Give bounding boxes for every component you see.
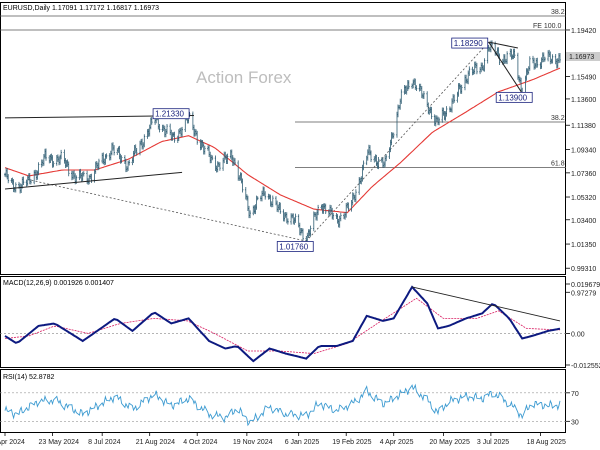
fib-level-label: 38.2	[551, 9, 565, 16]
rsi-y-tick-label: 30	[571, 419, 579, 426]
macd-main-line	[4, 285, 561, 363]
last-price-label: 1.16973	[569, 54, 594, 61]
rsi-y-tick-label: 70	[571, 391, 579, 398]
fib-level-label: 61.8	[551, 161, 565, 168]
price-label-box	[276, 241, 314, 252]
price-y-tick-label: 1.05320	[571, 195, 596, 202]
ema-series-line	[4, 67, 561, 214]
macd-panel	[0, 276, 566, 368]
trendline	[488, 41, 518, 49]
price-y-tick-label: 0.99310	[571, 266, 596, 273]
price-y-tick-label: 0.97279	[571, 290, 596, 297]
rsi-panel	[0, 369, 566, 433]
chart-title: EURUSD,Daily 1.17091 1.17172 1.16817 1.1…	[3, 5, 159, 12]
price-panel	[0, 2, 566, 275]
macd-y-tick-label: -0.012552	[571, 363, 600, 370]
price-y-tick-label: 1.09340	[571, 147, 596, 154]
price-label-box	[451, 37, 489, 49]
x-tick-label: 6 Jan 2025	[285, 439, 320, 446]
x-tick-label: 8 Jul 2024	[88, 439, 120, 446]
price-label-text: 1.21330	[155, 110, 184, 119]
price-y-tick-label: 1.15490	[571, 75, 596, 82]
macd-divergence-line	[411, 286, 561, 322]
trendline	[4, 171, 183, 190]
x-tick-label: 4 Apr 2025	[380, 439, 414, 446]
price-y-tick-label: 1.01350	[571, 242, 596, 249]
price-label-box	[495, 91, 533, 103]
price-y-tick-label: 1.03400	[571, 218, 596, 225]
x-tick-label: 18 Aug 2025	[527, 439, 566, 446]
x-tick-label: 9 Apr 2024	[0, 439, 25, 446]
macd-y-tick-label: 0.00	[571, 331, 585, 338]
trendline	[488, 41, 525, 97]
price-y-tick-label: 1.13600	[571, 97, 596, 104]
fib-level-label: FE 100.0	[533, 23, 562, 30]
dashed-trendline	[305, 41, 490, 242]
x-tick-label: 19 Nov 2024	[233, 439, 273, 446]
watermark: Action Forex	[196, 68, 292, 87]
last-price-bg	[566, 52, 600, 61]
price-label-text: 1.13900	[498, 93, 527, 102]
price-y-tick-label: 1.11380	[571, 123, 596, 130]
x-tick-label: 4 Oct 2024	[183, 439, 217, 446]
price-label-box	[152, 108, 190, 120]
rsi-line	[4, 383, 561, 427]
x-tick-label: 3 Jul 2025	[477, 439, 509, 446]
price-label-text: 1.18290	[454, 39, 483, 48]
dashed-trendline	[27, 179, 307, 242]
rsi-label: RSI(14) 52.8782	[3, 374, 54, 381]
fib-level-label: 38.2	[551, 115, 565, 122]
x-tick-label: 19 Feb 2025	[332, 439, 371, 446]
macd-y-tick-label: 0.019679	[571, 282, 600, 289]
x-tick-label: 21 Aug 2024	[136, 439, 175, 446]
price-label-text: 1.01760	[279, 242, 308, 251]
x-tick-label: 20 May 2025	[429, 439, 470, 446]
x-tick-label: 23 May 2024	[39, 439, 80, 446]
price-y-tick-label: 1.19420	[571, 28, 596, 35]
macd-label: MACD(12,26,9) 0.001926 0.001407	[3, 280, 114, 287]
price-y-tick-label: 1.07360	[571, 171, 596, 178]
